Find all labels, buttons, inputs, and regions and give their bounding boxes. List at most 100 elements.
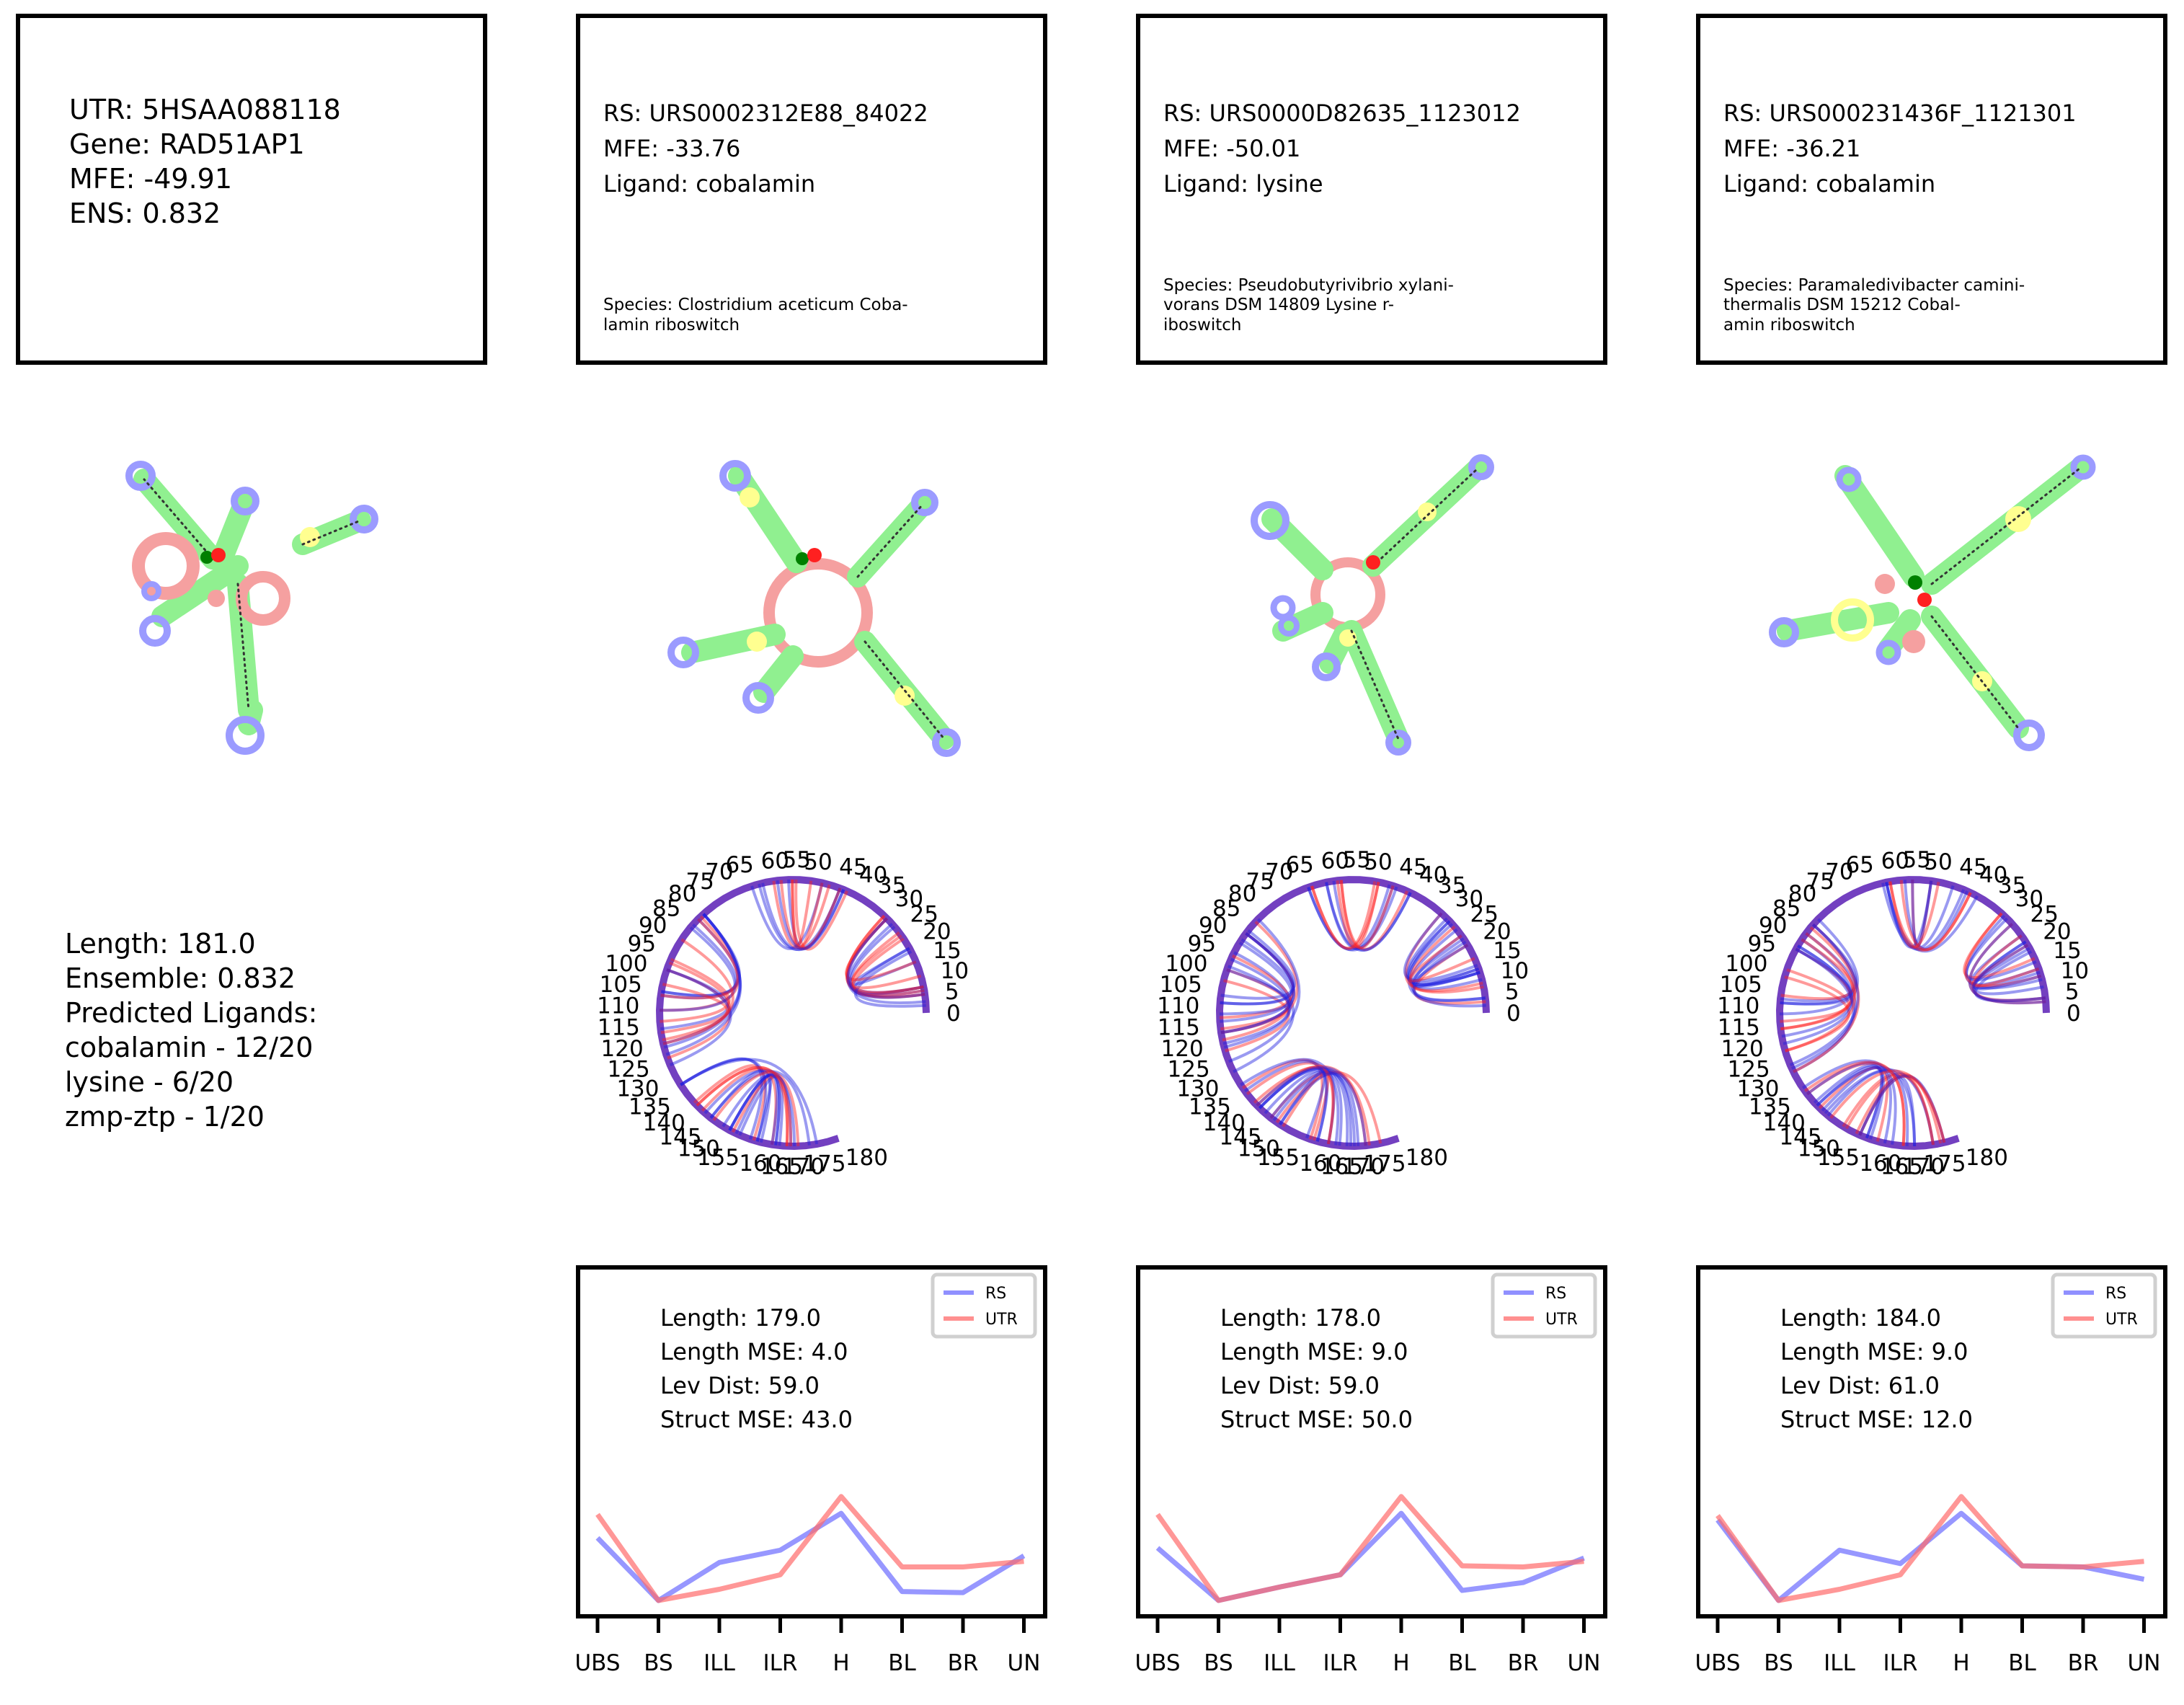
position-tick-label: 135 xyxy=(629,1094,671,1120)
position-tick-label: 65 xyxy=(1845,852,1873,878)
pair-chord xyxy=(1409,928,1483,991)
utr-structure-diagram xyxy=(125,461,378,755)
x-tick-label: BL xyxy=(2008,1650,2036,1676)
legend-label: UTR xyxy=(2105,1311,2138,1329)
pair-chord xyxy=(1780,924,1857,1003)
legend: RS UTR xyxy=(1491,1272,1597,1339)
pair-chord xyxy=(1228,918,1301,1063)
pair-chord xyxy=(1220,932,1295,1006)
position-tick-label: 60 xyxy=(761,848,789,874)
pair-chord xyxy=(1824,1068,1935,1146)
comparison-chart-3: Length: 184.0 Length MSE: 9.0 Lev Dist: … xyxy=(1695,1265,2167,1698)
pair-chord xyxy=(853,947,924,996)
pair-chord xyxy=(1246,1061,1335,1145)
stat-lev-dist: Lev Dist: 59.0 xyxy=(1220,1372,1380,1399)
pair-chord xyxy=(1826,1069,1909,1146)
pair-chord xyxy=(1233,951,1295,1073)
x-tick-label: ILL xyxy=(703,1650,735,1676)
position-tick-label: 80 xyxy=(668,881,696,907)
legend-label: RS xyxy=(2105,1285,2126,1303)
pair-chord xyxy=(1816,1065,1885,1140)
pair-chord xyxy=(662,961,731,1042)
position-tick-label: 95 xyxy=(1188,931,1216,957)
x-tick-label: H xyxy=(833,1650,849,1676)
pair-chord xyxy=(853,950,926,1008)
series-line-utr xyxy=(1715,1494,2144,1603)
pair-chord xyxy=(1220,938,1294,1006)
position-tick-label: 0 xyxy=(1506,1001,1521,1027)
pair-chord xyxy=(1784,975,1850,1053)
position-tick-label: 165 xyxy=(1881,1153,1923,1179)
position-tick-label: 35 xyxy=(878,873,906,899)
x-tick-label: BL xyxy=(888,1650,916,1676)
circos-plot-1: 0510152025303540455055606570758085909510… xyxy=(597,847,969,1180)
pair-chord xyxy=(791,879,813,948)
position-tick-label: 50 xyxy=(804,849,832,875)
position-tick-label: 95 xyxy=(1748,931,1776,957)
pair-chord xyxy=(1885,880,1933,949)
position-tick-label: 155 xyxy=(697,1145,740,1171)
position-tick-label: 65 xyxy=(1285,852,1313,878)
position-tick-label: 130 xyxy=(1736,1076,1779,1102)
position-tick-label: 35 xyxy=(1998,873,2026,899)
comparison-chart-1: Length: 179.0 Length MSE: 4.0 Lev Dist: … xyxy=(574,1265,1047,1698)
x-tick-label: ILR xyxy=(763,1650,798,1676)
position-tick-label: 5 xyxy=(945,979,959,1005)
position-tick-label: 50 xyxy=(1364,849,1392,875)
stat-length-mse: Length MSE: 4.0 xyxy=(660,1338,848,1365)
pair-chord xyxy=(1793,938,1857,1073)
pair-chord xyxy=(1339,880,1408,951)
pair-chord xyxy=(1406,917,1481,986)
position-tick-label: 0 xyxy=(946,1001,961,1027)
rs3-structure-diagram xyxy=(1769,454,2096,751)
position-tick-label: 130 xyxy=(616,1076,659,1102)
pair-chord xyxy=(851,937,925,998)
pair-chord xyxy=(728,1073,779,1146)
pair-chord xyxy=(662,913,742,1045)
position-tick-label: 165 xyxy=(1320,1153,1363,1179)
pair-chord xyxy=(1413,944,1486,1005)
rs-species-line-1: Species: Pseudobutyrivibrio xylani- xyxy=(1163,276,1454,295)
pair-chord xyxy=(1222,965,1291,1045)
pair-chord xyxy=(1223,979,1290,1053)
pair-chord xyxy=(1411,944,1480,988)
position-tick-label: 110 xyxy=(597,993,639,1019)
backbone-ring xyxy=(1215,876,1490,1151)
rs-species-line-1: Species: Paramaledivibacter camini- xyxy=(1723,276,2025,295)
rs-ligand: Ligand: lysine xyxy=(1163,170,1323,198)
pair-chord xyxy=(1307,884,1391,951)
rs-species-line-3: amin riboswitch xyxy=(1723,316,1855,335)
pair-chord xyxy=(1974,950,2046,1003)
position-tick-label: 15 xyxy=(1493,938,1521,964)
pair-chord xyxy=(1269,1070,1336,1145)
position-tick-label: 30 xyxy=(895,886,923,912)
x-tick-label: ILL xyxy=(1824,1650,1855,1676)
x-tick-label: UN xyxy=(1568,1650,1601,1676)
rs-info-box-2: RS: URS0000D82635_1123012 MFE: -50.01 Li… xyxy=(1136,14,1607,365)
rs-species-line-2: lamin riboswitch xyxy=(603,316,740,335)
pair-chord xyxy=(696,1066,792,1147)
stat-struct-mse: Struct MSE: 43.0 xyxy=(660,1406,853,1433)
position-tick-label: 105 xyxy=(600,972,642,998)
pair-chord xyxy=(772,880,831,949)
pair-chord xyxy=(1785,932,1857,1053)
pair-chord xyxy=(1789,924,1860,1067)
pair-chord xyxy=(660,968,730,1031)
legend-label: RS xyxy=(1545,1285,1566,1303)
pair-chord xyxy=(1307,886,1398,952)
pair-chord xyxy=(663,913,742,1049)
series-line-utr xyxy=(595,1494,1024,1603)
pair-chord xyxy=(1220,932,1296,1035)
position-tick-label: 110 xyxy=(1717,993,1759,1019)
pair-chord xyxy=(1972,940,2044,996)
utr-summary: Length: 181.0 Ensemble: 0.832 Predicted … xyxy=(65,926,317,1134)
x-tick-label: BS xyxy=(644,1650,672,1676)
rs-mfe: MFE: -33.76 xyxy=(603,135,741,162)
pair-chord xyxy=(1279,1070,1326,1139)
pair-chord xyxy=(1903,880,1968,951)
position-tick-label: 40 xyxy=(1979,862,2007,888)
position-tick-label: 170 xyxy=(782,1154,825,1180)
pair-chord xyxy=(845,917,924,994)
position-tick-label: 145 xyxy=(659,1124,701,1150)
position-tick-label: 70 xyxy=(1265,859,1293,885)
